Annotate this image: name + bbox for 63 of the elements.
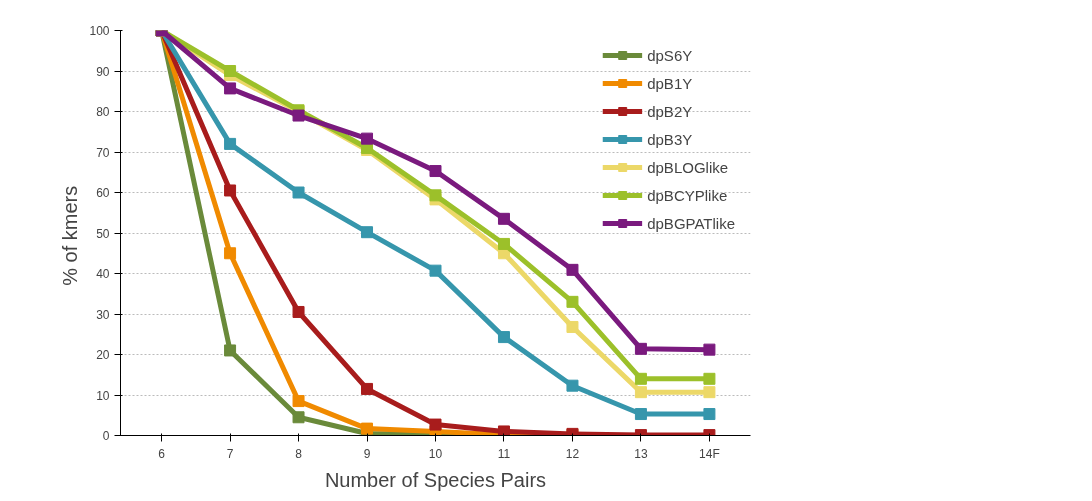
point (429, 165, 442, 178)
legend-label: dpS6Y (647, 46, 693, 64)
y-tick-label: 30 (96, 307, 110, 322)
point (566, 263, 579, 276)
x-tick-label: 8 (295, 446, 303, 461)
point (429, 264, 442, 277)
point (429, 189, 442, 202)
point (361, 226, 374, 239)
x-tick-label: 6 (158, 446, 166, 461)
y-tick-label: 40 (96, 267, 110, 281)
point (224, 247, 237, 260)
point (634, 386, 647, 399)
y-axis-title: % of kmers (59, 185, 82, 286)
point (224, 137, 237, 150)
point (497, 331, 510, 344)
y-tick-label: 10 (96, 388, 110, 403)
point (566, 379, 579, 392)
legend-label: dpBGPATlike (647, 214, 735, 232)
point (703, 343, 716, 356)
point (224, 65, 237, 77)
x-tick-label: 11 (497, 446, 511, 461)
y-tick-label: 90 (96, 64, 110, 79)
point (292, 411, 305, 424)
point (224, 184, 237, 197)
x-axis-title: Number of Species Pairs (324, 468, 547, 491)
point (566, 320, 579, 333)
y-tick-label: 50 (96, 226, 110, 241)
y-tick-label: 60 (96, 186, 110, 200)
legend-label: dpBLOGlike (647, 158, 729, 176)
y-tick-label: 80 (96, 105, 110, 119)
x-tick-label: 13 (634, 446, 648, 461)
legend-label: dpB1Y (647, 74, 693, 92)
point (292, 395, 305, 408)
point (224, 344, 237, 357)
point (703, 408, 716, 421)
point (566, 295, 579, 308)
point (634, 342, 647, 355)
legend-label: dpBCYPlike (647, 186, 728, 204)
point (224, 82, 237, 95)
x-tick-label: 12 (565, 446, 580, 461)
point (292, 186, 305, 199)
point (292, 305, 305, 318)
x-tick-label: 14F (699, 446, 720, 461)
point (634, 408, 647, 421)
x-tick-label: 7 (226, 446, 234, 461)
y-tick-label: 20 (96, 348, 110, 362)
point (497, 212, 510, 225)
point (429, 418, 442, 431)
point (361, 382, 374, 395)
x-tick-label: 9 (363, 446, 371, 461)
point (292, 109, 305, 122)
y-tick-label: 100 (89, 24, 110, 38)
point (361, 422, 374, 435)
point (703, 386, 716, 399)
legend-label: dpB3Y (647, 130, 693, 148)
y-tick-label: 0 (102, 429, 110, 443)
legend-label: dpB2Y (647, 102, 693, 120)
point (634, 372, 647, 385)
x-tick-label: 10 (428, 446, 443, 461)
point (703, 372, 716, 385)
point (361, 132, 374, 145)
point (497, 237, 510, 250)
y-tick-label: 70 (96, 145, 110, 160)
